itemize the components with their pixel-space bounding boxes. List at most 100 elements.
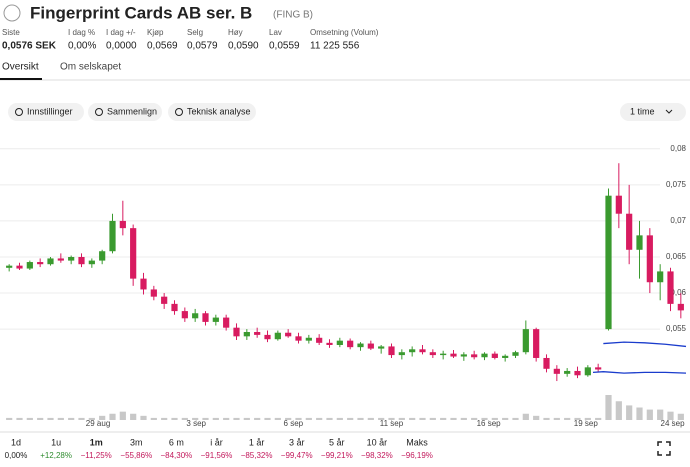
candle-body [202,313,209,322]
candle-body [6,265,13,268]
tab[interactable]: Om selskapet [60,62,121,73]
candle-body [119,220,126,229]
stat-label: Kjøp [147,28,164,37]
button-icon [15,108,23,116]
x-tick-label: 29 aug [86,419,110,428]
volume-bar [326,417,333,420]
volume-bar [140,415,147,420]
stat-value: 0,0000 [106,41,137,52]
tab[interactable]: Oversikt [2,62,39,73]
candle-body [192,313,199,319]
stat-label: I dag % [68,28,95,37]
volume-bar [450,417,457,420]
volume-bar [491,417,498,420]
candle-body [574,370,581,376]
range-change: −55,86% [120,451,152,460]
volume-bar [419,417,426,420]
range-label[interactable]: 5 år [329,437,345,447]
range-label[interactable]: 3m [130,437,143,447]
candle-body [450,353,457,357]
volume-bar [109,413,116,420]
range-label[interactable]: 1 år [249,437,265,447]
volume-bar [409,417,416,420]
candle-body [274,332,281,340]
volume-bar [667,411,674,420]
volume-bar [316,417,323,420]
stat-label: I dag +/- [106,28,136,37]
volume-bar [99,415,106,420]
range-label[interactable]: i år [210,437,223,447]
candle-body [326,342,333,345]
range-label[interactable]: 6 m [169,437,184,447]
candle-body [440,353,447,356]
candle-body [605,195,612,330]
x-tick-label: 11 sep [380,419,404,428]
toolbar-button[interactable] [88,103,162,121]
y-tick-label: 0,07 [670,216,686,225]
button-icon [95,108,103,116]
range-change: −91,56% [201,451,233,460]
toolbar-button[interactable] [8,103,84,121]
candle-body [336,340,343,345]
toolbar-button[interactable] [168,103,256,121]
volume-bar [481,417,488,420]
stat-label: Omsetning (Volum) [310,28,379,37]
stat-value: 11 225 556 [310,41,360,52]
volume-bar [502,417,509,420]
volume-bar [254,417,261,420]
candle-body [409,349,416,353]
range-label[interactable]: 10 år [367,437,388,447]
range-label[interactable]: 1m [90,437,103,447]
volume-bar [295,417,302,420]
overlay-line [592,371,687,374]
volume-bar [636,407,643,420]
stat-label: Siste [2,28,20,37]
stat-label: Høy [228,28,243,37]
volume-bar [605,395,612,420]
volume-bar [26,417,33,420]
volume-bar [533,415,540,420]
candle-body [130,228,137,279]
volume-bar [202,417,209,420]
volume-bar [615,401,622,420]
candle-body [78,256,85,265]
candle-body [584,367,591,376]
candle-body [429,352,436,356]
candle-body [37,262,44,265]
candle-body [398,352,405,356]
candle-body [150,289,157,297]
candle-body [667,271,674,304]
range-change: −99,21% [321,451,353,460]
y-tick-label: 0,075 [666,180,687,189]
range-label[interactable]: Maks [406,437,428,447]
candle-body [99,251,106,261]
fullscreen-icon[interactable] [657,441,671,456]
range-label[interactable]: 1d [11,437,21,447]
button-label[interactable]: Teknisk analyse [187,106,251,116]
candle-body [512,352,519,356]
y-tick-label: 0,055 [666,324,687,333]
candle-body [285,332,292,337]
candle-body [233,327,240,337]
volume-bar [264,417,271,420]
volume-bar [88,417,95,420]
button-label[interactable]: Innstillinger [27,106,73,116]
interval-label[interactable]: 1 time [630,106,655,116]
range-change: −98,32% [361,451,393,460]
volume-bar [543,417,550,420]
range-label[interactable]: 1u [51,437,61,447]
stat-label: Selg [187,28,203,37]
stat-value: 0,0579 [187,41,218,52]
candle-body [161,296,168,304]
candle-body [460,354,467,357]
volume-bar [512,417,519,420]
interval-select[interactable] [620,103,686,121]
range-label[interactable]: 3 år [289,437,305,447]
candle-body [357,343,364,348]
volume-bar [440,417,447,420]
candle-body [419,349,426,353]
button-label[interactable]: Sammenlign [107,106,157,116]
volume-bar [471,417,478,420]
y-tick-label: 0,08 [670,144,686,153]
candle-body [26,262,33,269]
